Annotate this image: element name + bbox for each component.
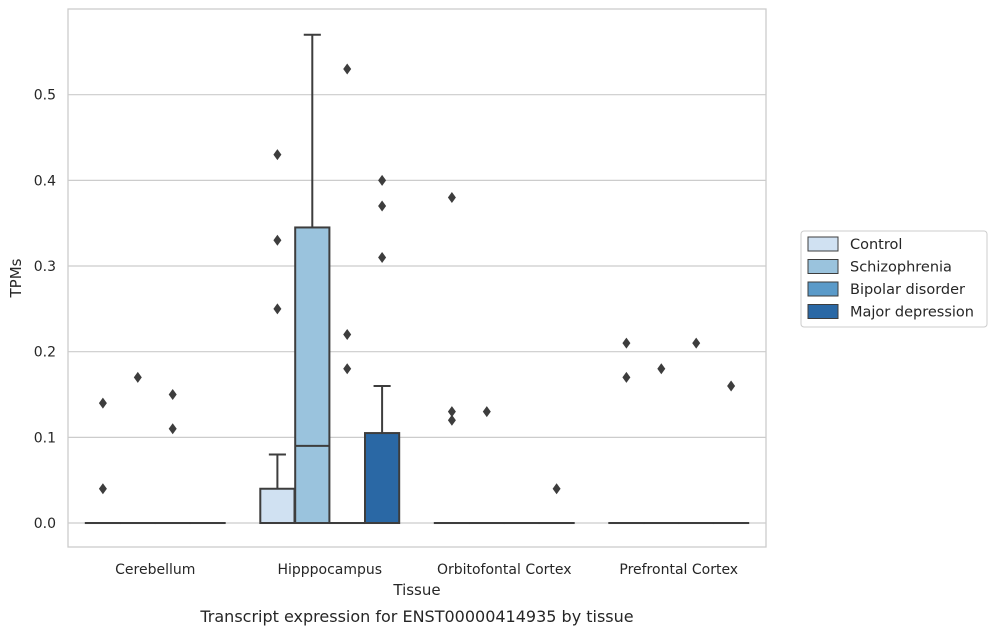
x-tick-label: Orbitofontal Cortex	[437, 562, 572, 578]
legend-swatch	[807, 259, 839, 274]
outlier-point	[692, 337, 701, 349]
box-3-2	[678, 337, 715, 525]
box-0-0	[84, 397, 122, 525]
x-tick-label: Hipppocampus	[277, 562, 382, 578]
plot-frame	[67, 8, 767, 548]
outlier-point	[343, 63, 352, 75]
box-0-1	[119, 371, 156, 525]
outlier-point	[273, 149, 282, 161]
outlier-point	[657, 363, 666, 375]
legend-label: Control	[850, 237, 902, 253]
x-tick-label: Cerebellum	[115, 562, 195, 578]
outlier-point	[168, 389, 177, 401]
box-body	[294, 226, 331, 525]
outlier-point	[378, 251, 387, 263]
box-body	[259, 487, 296, 525]
box-0-2	[154, 389, 191, 525]
y-tick-label: 0.0	[34, 516, 56, 532]
box-3-3	[712, 380, 750, 525]
outlier-point	[447, 414, 456, 426]
legend-label: Schizophrenia	[850, 260, 952, 276]
x-tick-labels: Cerebellum Hipppocampus Orbitofontal Corte…	[115, 562, 738, 578]
outlier-point	[622, 337, 631, 349]
outlier-point	[98, 483, 107, 495]
outlier-point	[447, 406, 456, 418]
legend-frame	[800, 230, 988, 328]
outlier-point	[273, 234, 282, 246]
box-3-0	[608, 337, 645, 525]
outlier-point	[98, 397, 107, 409]
box-2-3	[538, 483, 575, 525]
legend-label: Major depression	[850, 305, 974, 321]
chart-caption: Transcript expression for ENST0000041493…	[199, 607, 633, 626]
outlier-point	[447, 191, 456, 203]
y-tick-labels: 0.0 0.1 0.2 0.3 0.4 0.5	[34, 88, 56, 532]
outlier-point	[343, 329, 352, 341]
box-series	[84, 33, 750, 525]
y-tick-label: 0.4	[34, 173, 56, 189]
outlier-point	[133, 371, 142, 383]
x-tick-label: Prefrontal Cortex	[619, 562, 738, 578]
outlier-point	[378, 200, 387, 212]
outlier-point	[378, 174, 387, 186]
y-axis-label: TPMs	[7, 258, 25, 298]
box-3-1	[643, 363, 680, 525]
outlier-point	[727, 380, 736, 392]
outlier-point	[482, 406, 491, 418]
box-2-1	[468, 406, 505, 525]
box-1-3	[363, 174, 401, 525]
y-tick-label: 0.3	[34, 259, 56, 275]
x-axis-label: Tissue	[392, 581, 440, 599]
box-1-2	[329, 63, 366, 525]
box-2-0	[433, 191, 471, 525]
outlier-point	[552, 483, 561, 495]
y-tick-label: 0.5	[34, 88, 56, 104]
box-1-1	[294, 33, 331, 525]
legend-swatch	[807, 236, 839, 252]
box-body	[363, 432, 401, 525]
legend-swatch	[807, 304, 839, 319]
y-tick-label: 0.1	[34, 430, 56, 446]
gridlines	[68, 94, 766, 524]
y-tick-label: 0.2	[34, 345, 56, 361]
legend: Control Schizophrenia Bipolar disorder Majo…	[800, 230, 988, 328]
outlier-point	[622, 371, 631, 383]
outlier-point	[273, 303, 282, 315]
outlier-point	[343, 363, 352, 375]
box-1-0	[259, 149, 296, 525]
legend-label: Bipolar disorder	[850, 282, 965, 298]
outlier-point	[168, 423, 177, 435]
legend-swatch	[807, 281, 839, 297]
